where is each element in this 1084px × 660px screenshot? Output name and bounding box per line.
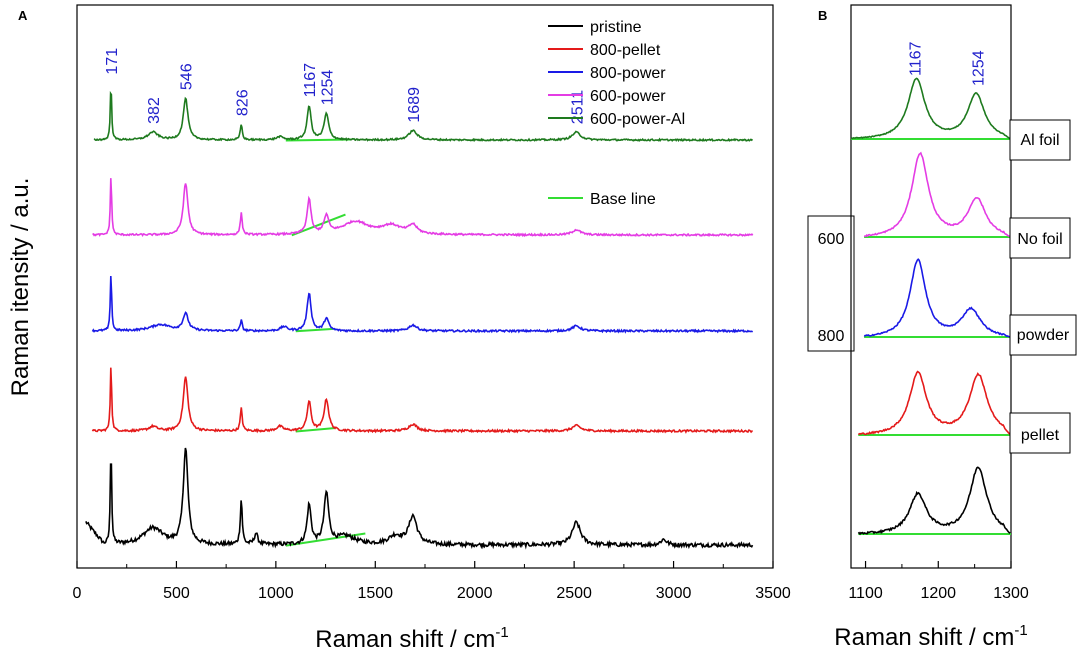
- x-tick-label-a: 3000: [656, 585, 692, 602]
- legend-label: 600-power-Al: [590, 111, 685, 128]
- series-line-a-pristine: [85, 447, 754, 550]
- legend-label: pristine: [590, 19, 642, 36]
- x-tick-label-b: 1100: [848, 585, 883, 602]
- baseline-a-600-power: [291, 213, 346, 237]
- panel-a-x-axis: 0 500 1000 1500 2000 2500 3000 3500: [73, 561, 791, 602]
- panel-a-series: [85, 90, 754, 550]
- peak-label-a: 546: [179, 63, 196, 90]
- side-label-al-foil: Al foil: [1020, 132, 1059, 149]
- legend-label: 800-pellet: [590, 42, 661, 59]
- side-label-no-foil: No foil: [1017, 231, 1062, 248]
- x-tick-label-a: 1000: [258, 585, 294, 602]
- panel-b-peak-annotations: 1167 1254: [907, 41, 987, 86]
- series-line-b-600-power: [864, 151, 1012, 238]
- side-label-box-pellet: [1009, 412, 1071, 454]
- series-line-a-600-power-Al: [93, 90, 754, 143]
- panel-b-xlabel: Raman shift / cm-1: [834, 622, 1027, 651]
- series-line-a-800-pellet: [91, 367, 753, 434]
- panel-a-legend: pristine 800-pellet 800-power 600-power 600-…: [548, 19, 685, 208]
- x-tick-label-a: 2500: [556, 585, 592, 602]
- x-tick-label-a: 500: [163, 585, 190, 602]
- series-line-b-600-power-Al: [850, 77, 1012, 140]
- baseline-a-800-power: [295, 327, 334, 333]
- panel-b-x-axis: 1100 1200 1300: [848, 561, 1029, 602]
- series-line-a-800-power: [91, 275, 754, 334]
- side-label-powder: powder: [1017, 327, 1070, 344]
- series-line-a-600-power: [92, 178, 754, 238]
- x-tick-label-b: 1200: [920, 585, 956, 602]
- panel-a-baselines: [285, 138, 366, 547]
- peak-label-a: 2511: [569, 90, 586, 125]
- panel-a-ylabel: Raman itensity / a.u.: [7, 178, 34, 397]
- panel-a-peak-annotations: 171 382 546 826 1167 1254 1689 2511: [104, 48, 586, 124]
- x-tick-label-a: 0: [73, 585, 82, 602]
- legend-label: 800-power: [590, 65, 666, 82]
- legend-label-baseline: Base line: [590, 191, 656, 208]
- panel-b-frame: [850, 4, 1012, 569]
- series-line-b-800-pellet: [858, 370, 1011, 436]
- temperature-label-800: 800: [818, 328, 845, 345]
- side-label-box-al-foil: [1009, 119, 1071, 161]
- peak-label-a: 171: [104, 48, 121, 75]
- side-label-box-powder: [1009, 314, 1077, 356]
- series-line-b-pristine: [857, 466, 1011, 536]
- side-label-pellet: pellet: [1021, 427, 1060, 444]
- peak-label-a: 826: [234, 89, 251, 116]
- series-line-b-800-power: [863, 258, 1011, 338]
- panel-b-series: [850, 77, 1012, 536]
- temperature-box: [807, 215, 855, 352]
- x-tick-label-b: 1300: [993, 585, 1029, 602]
- peak-label-a: 1167: [302, 63, 319, 98]
- panel-a-xlabel: Raman shift / cm-1: [315, 624, 508, 653]
- panel-label-b: B: [818, 8, 827, 23]
- peak-label-b: 1254: [971, 50, 988, 86]
- peak-label-b: 1167: [907, 41, 924, 76]
- peak-label-a: 1254: [319, 70, 336, 106]
- side-label-box-no-foil: [1009, 217, 1071, 259]
- x-tick-label-a: 2000: [457, 585, 493, 602]
- temperature-label-600: 600: [818, 231, 845, 248]
- peak-label-a: 1689: [406, 87, 423, 123]
- baseline-a-800-pellet: [295, 427, 336, 433]
- panel-label-a: A: [18, 8, 28, 23]
- legend-label: 600-power: [590, 88, 666, 105]
- x-tick-label-a: 1500: [357, 585, 393, 602]
- peak-label-a: 382: [146, 97, 163, 124]
- x-tick-label-a: 3500: [755, 585, 791, 602]
